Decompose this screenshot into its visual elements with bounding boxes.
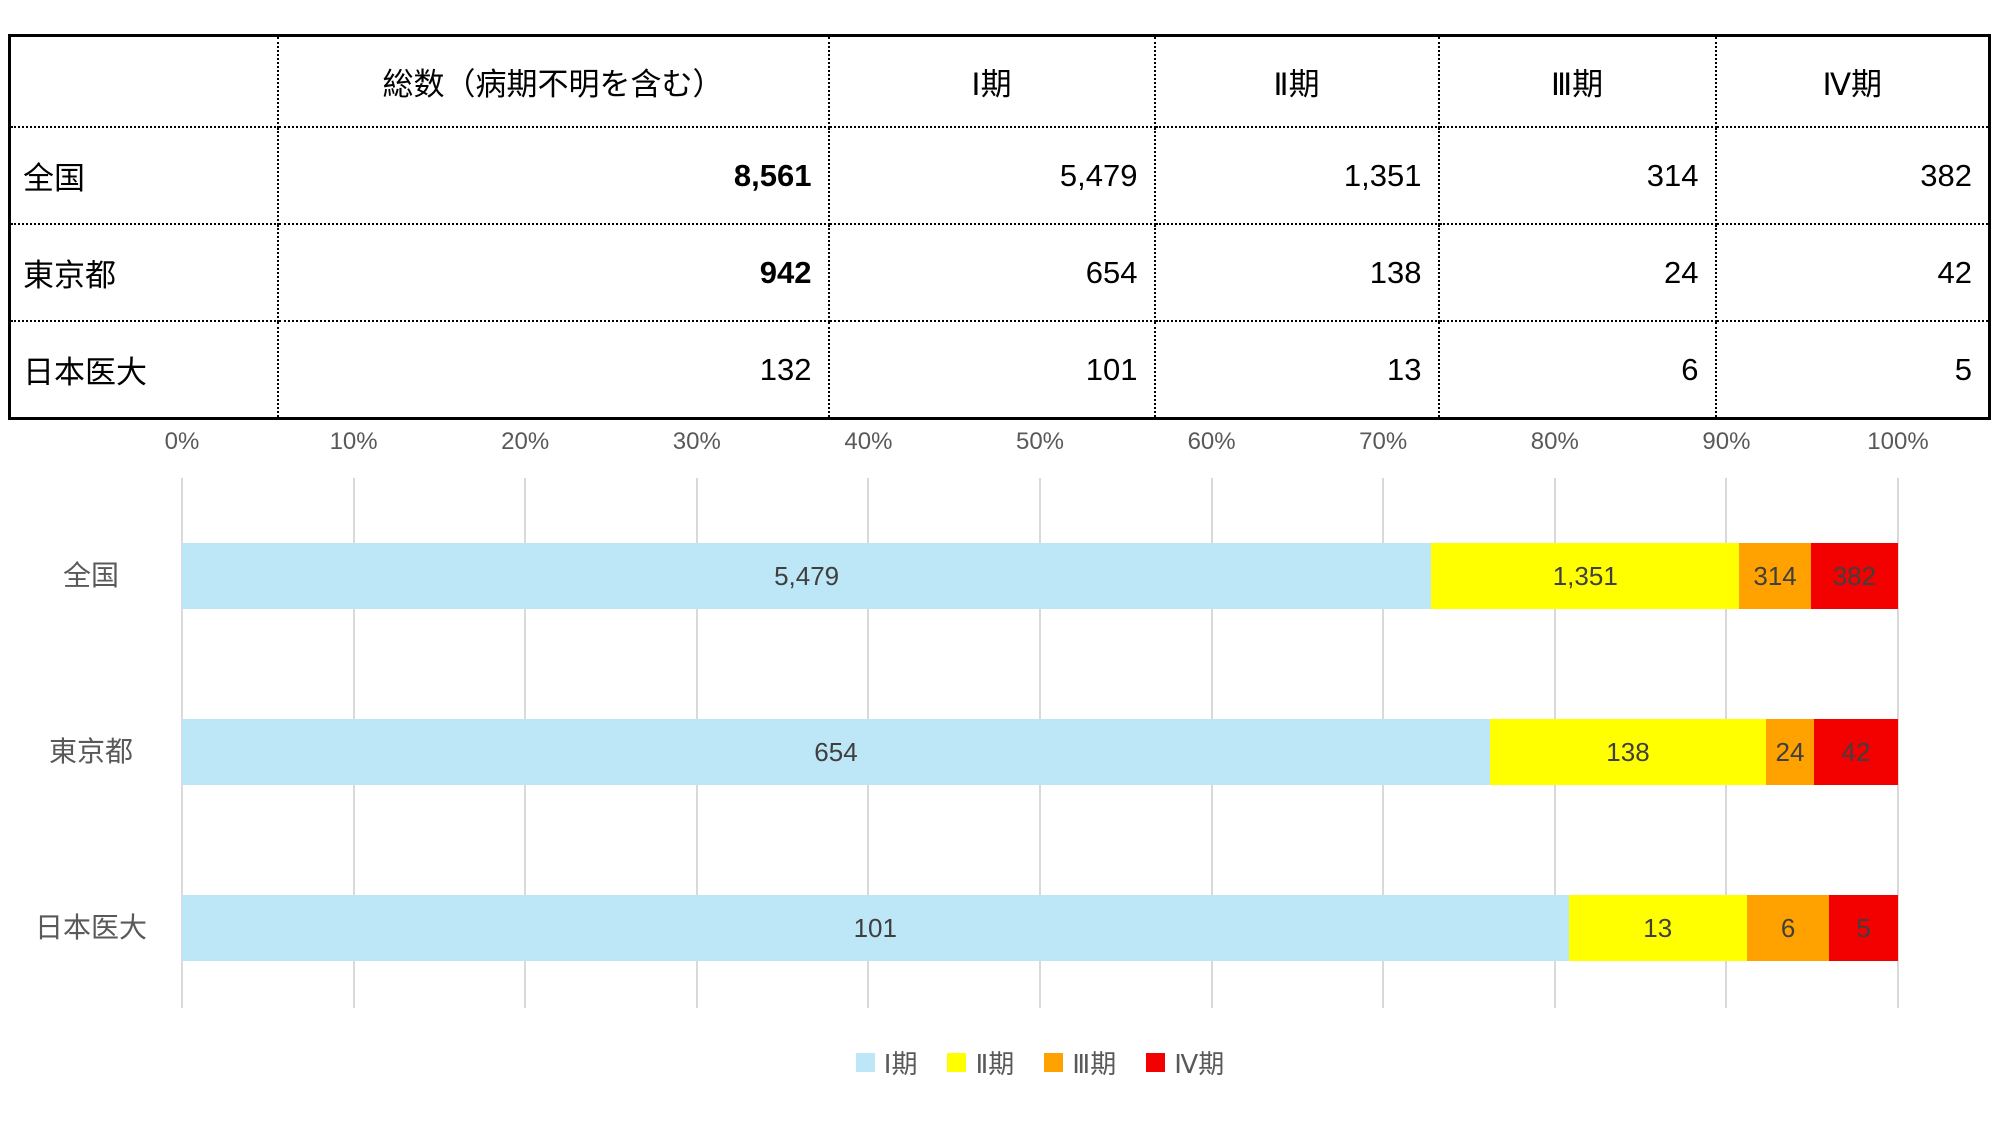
bar-value-label: 24	[1775, 736, 1805, 767]
cell-stage-3: 24	[1437, 223, 1717, 322]
bar-value-label: 5,479	[774, 560, 840, 591]
cell-total: 8,561	[276, 126, 830, 225]
table-row: 東京都 942 654 138 24 42	[8, 223, 1991, 322]
bar-category-label: 全国	[62, 560, 119, 591]
legend-label: Ⅱ期	[975, 1048, 1015, 1079]
bar-segment: 314	[1739, 543, 1811, 609]
gridline	[1897, 478, 1899, 1008]
cell-stage-3: 314	[1437, 126, 1717, 225]
cell-stage-4: 382	[1714, 126, 1991, 225]
x-tick-label: 50%	[1015, 428, 1065, 455]
bar-track: 5,479 1,351 314 382	[182, 543, 1898, 609]
cell-stage-4: 5	[1714, 320, 1991, 420]
cell-stage-2: 138	[1153, 223, 1440, 322]
cell-stage-1: 654	[827, 223, 1156, 322]
bar-segment: 138	[1490, 719, 1766, 785]
legend-item: Ⅱ期	[947, 1044, 1014, 1081]
cell-stage-2: 13	[1153, 320, 1440, 420]
cell-stage-2: 1,351	[1153, 126, 1440, 225]
bar-value-label: 314	[1753, 560, 1797, 591]
row-label: 全国	[8, 126, 279, 225]
x-tick-label: 40%	[844, 428, 893, 455]
table-corner-cell	[8, 34, 279, 128]
bar-value-label: 13	[1643, 912, 1673, 943]
cell-stage-1: 101	[827, 320, 1156, 420]
bar-track: 101 13 6 5	[182, 895, 1898, 961]
cell-stage-4: 42	[1714, 223, 1991, 322]
legend-item: Ⅳ期	[1146, 1044, 1224, 1081]
bar-segment: 24	[1766, 719, 1814, 785]
bar-segment: 1,351	[1431, 543, 1740, 609]
bar-value-label: 6	[1780, 912, 1796, 943]
table-row: 全国 8,561 5,479 1,351 314 382	[8, 126, 1991, 225]
cell-total: 942	[276, 223, 830, 322]
legend-item: Ⅰ期	[855, 1044, 918, 1081]
bar-track: 654 138 24 42	[182, 719, 1898, 785]
cell-stage-3: 6	[1437, 320, 1717, 420]
bar-segment: 5,479	[182, 543, 1432, 609]
legend-swatch-icon	[855, 1052, 875, 1072]
bar-value-label: 5	[1856, 912, 1871, 943]
staging-count-table: 総数（病期不明を含む） Ⅰ期 Ⅱ期 Ⅲ期 Ⅳ期 全国 8,561 5,479 1…	[8, 34, 1991, 420]
legend-swatch-icon	[1044, 1052, 1064, 1072]
bar-category-label: 東京都	[48, 736, 133, 767]
table-header-stage-4: Ⅳ期	[1714, 34, 1991, 128]
legend-swatch-icon	[947, 1052, 967, 1072]
x-axis-ticks: 0% 10% 20% 30% 40% 50% 60% 70% 80% 90% 100%	[165, 428, 1929, 458]
x-tick-label: 60%	[1187, 428, 1236, 455]
x-tick-label: 90%	[1702, 428, 1751, 455]
legend-swatch-icon	[1146, 1052, 1166, 1072]
table-header-stage-1: Ⅰ期	[827, 34, 1156, 128]
bar-value-label: 42	[1841, 736, 1871, 767]
legend-item: Ⅲ期	[1044, 1044, 1116, 1081]
x-tick-label: 10%	[329, 428, 378, 455]
bar-value-label: 382	[1832, 560, 1877, 591]
bar-value-label: 1,351	[1552, 560, 1618, 591]
bar-value-label: 138	[1606, 736, 1650, 767]
x-tick-label: 100%	[1867, 428, 1929, 455]
bar-row: 全国 5,479 1,351 314 382	[0, 543, 2000, 609]
row-label: 日本医大	[8, 320, 279, 420]
cell-total: 132	[276, 320, 830, 420]
x-tick-label: 80%	[1530, 428, 1579, 455]
legend-label: Ⅲ期	[1072, 1048, 1117, 1079]
table-header-stage-3: Ⅲ期	[1437, 34, 1717, 128]
legend-label: Ⅳ期	[1174, 1048, 1225, 1079]
x-tick-label: 20%	[501, 428, 550, 455]
legend-label: Ⅰ期	[883, 1048, 918, 1079]
bar-value-label: 101	[853, 912, 897, 943]
table-header-row: 総数（病期不明を含む） Ⅰ期 Ⅱ期 Ⅲ期 Ⅳ期	[8, 34, 1991, 128]
bar-segment: 5	[1829, 895, 1898, 961]
bar-value-label: 654	[814, 736, 858, 767]
bar-segment: 6	[1746, 895, 1830, 961]
bar-category-label: 日本医大	[34, 912, 147, 943]
x-tick-label: 30%	[672, 428, 721, 455]
x-tick-label: 70%	[1359, 428, 1408, 455]
table-row: 日本医大 132 101 13 6 5	[8, 320, 1991, 420]
table-header-total: 総数（病期不明を含む）	[276, 34, 830, 128]
bar-row: 東京都 654 138 24 42	[0, 719, 2000, 785]
bar-segment: 101	[182, 895, 1569, 961]
chart-legend: Ⅰ期 Ⅱ期 Ⅲ期 Ⅳ期	[182, 1042, 1898, 1082]
row-label: 東京都	[8, 223, 279, 322]
cell-stage-1: 5,479	[827, 126, 1156, 225]
bar-segment: 382	[1810, 543, 1898, 609]
x-tick-label: 0%	[164, 428, 200, 455]
bar-segment: 13	[1568, 895, 1747, 961]
bar-segment: 654	[182, 719, 1490, 785]
bar-segment: 42	[1813, 719, 1898, 785]
bar-row: 日本医大 101 13 6 5	[0, 895, 2000, 961]
table-header-stage-2: Ⅱ期	[1153, 34, 1440, 128]
